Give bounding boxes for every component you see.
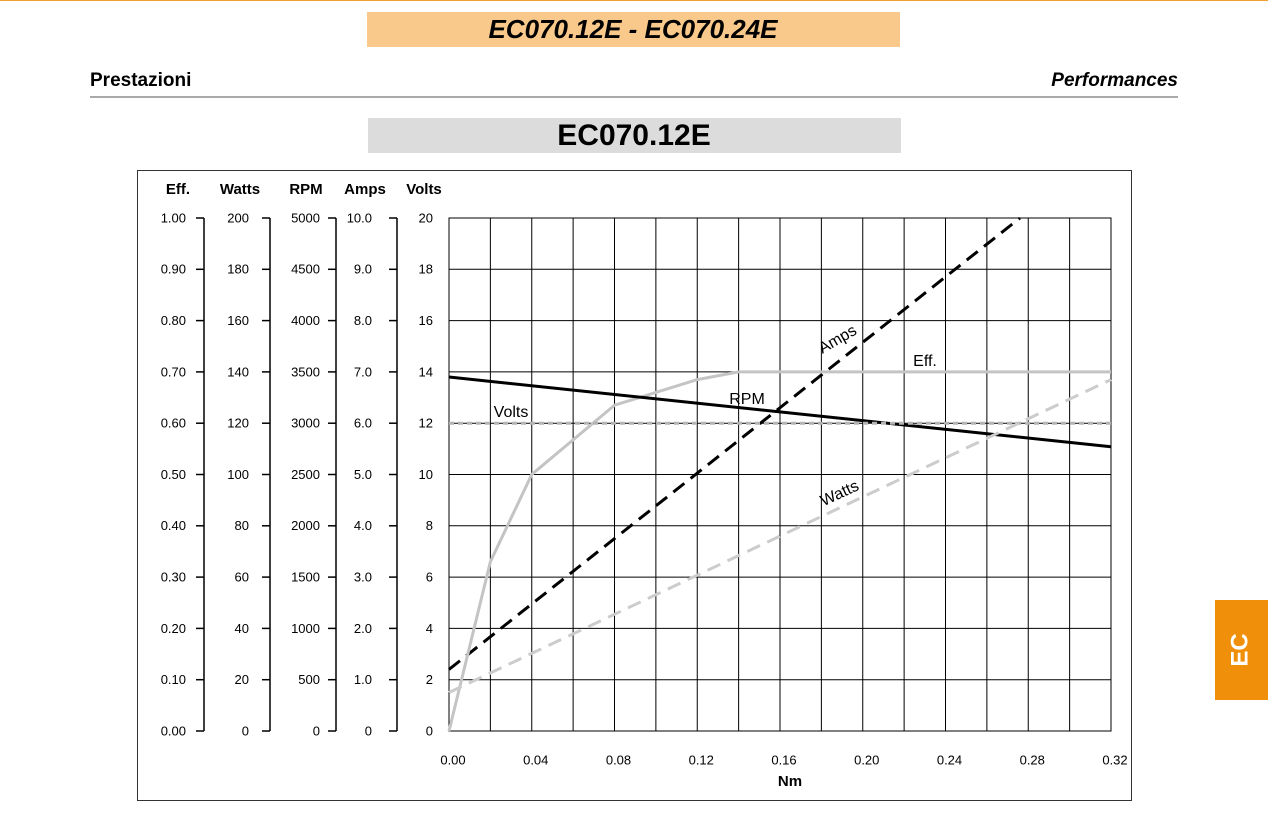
x-tick-label: 0.24 — [937, 752, 962, 767]
y-tick-label: 7.0 — [354, 364, 372, 379]
y-tick-label: 4500 — [291, 262, 320, 277]
x-tick-label: 0.20 — [854, 752, 879, 767]
y-tick-label: 80 — [235, 518, 249, 533]
page-title: EC070.12E - EC070.24E — [488, 14, 778, 44]
y-tick-label: 0.20 — [161, 621, 186, 636]
y-tick-label: 0.10 — [161, 672, 186, 687]
y-tick-label: 9.0 — [354, 262, 372, 277]
y-tick-label: 6.0 — [354, 416, 372, 431]
y-tick-label: 2500 — [291, 467, 320, 482]
y-tick-label: 0 — [426, 723, 433, 738]
y-tick-label: 160 — [227, 313, 249, 328]
y-tick-label: 0 — [242, 723, 249, 738]
chart-frame — [137, 170, 1132, 801]
y-tick-label: 1000 — [291, 621, 320, 636]
y-tick-label: 4000 — [291, 313, 320, 328]
title-banner — [367, 12, 900, 47]
y-tick-label: 100 — [227, 467, 249, 482]
y-tick-label: 0.00 — [161, 723, 186, 738]
x-tick-label: 0.04 — [523, 752, 548, 767]
y-axis-header: Amps — [344, 181, 386, 198]
series-line — [448, 375, 1112, 449]
y-tick-label: 0.40 — [161, 518, 186, 533]
y-tick-label: 10 — [419, 467, 433, 482]
y-tick-label: 0.50 — [161, 467, 186, 482]
y-tick-label: 5000 — [291, 210, 320, 225]
series-line — [448, 216, 1021, 671]
y-tick-label: 0.30 — [161, 570, 186, 585]
y-tick-label: 0.80 — [161, 313, 186, 328]
y-tick-label: 0.70 — [161, 364, 186, 379]
y-axis-header: Watts — [220, 181, 260, 198]
y-tick-label: 20 — [235, 672, 249, 687]
y-tick-label: 2000 — [291, 518, 320, 533]
series-label: RPM — [729, 391, 765, 408]
y-tick-label: 6 — [426, 570, 433, 585]
x-tick-label: 0.12 — [689, 752, 714, 767]
y-axis-header: RPM — [289, 181, 322, 198]
y-tick-label: 16 — [419, 313, 433, 328]
y-tick-label: 12 — [419, 416, 433, 431]
chart-title: EC070.12E — [557, 119, 710, 152]
y-tick-label: 20 — [419, 210, 433, 225]
y-tick-label: 2.0 — [354, 621, 372, 636]
y-tick-label: 0.60 — [161, 416, 186, 431]
series-label: Watts — [818, 478, 862, 510]
y-tick-label: 10.0 — [347, 210, 372, 225]
y-tick-label: 4 — [426, 621, 433, 636]
y-tick-label: 120 — [227, 416, 249, 431]
y-tick-label: 18 — [419, 262, 433, 277]
y-tick-label: 1.0 — [354, 672, 372, 687]
x-axis-label: Nm — [778, 773, 802, 790]
y-tick-label: 5.0 — [354, 467, 372, 482]
y-tick-label: 40 — [235, 621, 249, 636]
y-axis-header: Volts — [406, 181, 442, 198]
series-line — [447, 370, 1111, 732]
y-tick-label: 1.00 — [161, 210, 186, 225]
y-axis-header: Eff. — [166, 181, 190, 198]
section-right: Performances — [1051, 70, 1178, 91]
y-tick-label: 0 — [365, 723, 372, 738]
x-tick-label: 0.16 — [771, 752, 796, 767]
y-tick-label: 500 — [298, 672, 320, 687]
section-left: Prestazioni — [90, 70, 191, 91]
side-tab-label: EC — [1226, 633, 1253, 666]
series-label: Amps — [816, 322, 860, 357]
y-tick-label: 180 — [227, 262, 249, 277]
y-tick-label: 0 — [313, 723, 320, 738]
y-tick-label: 0.90 — [161, 262, 186, 277]
x-tick-label: 0.28 — [1020, 752, 1045, 767]
y-tick-label: 60 — [235, 570, 249, 585]
y-tick-label: 8 — [426, 518, 433, 533]
x-tick-label: 0.00 — [440, 752, 465, 767]
y-tick-label: 3000 — [291, 416, 320, 431]
y-tick-label: 8.0 — [354, 313, 372, 328]
y-tick-label: 3500 — [291, 364, 320, 379]
y-tick-label: 2 — [426, 672, 433, 687]
y-tick-label: 200 — [227, 210, 249, 225]
y-tick-label: 4.0 — [354, 518, 372, 533]
series-label: Volts — [494, 404, 529, 421]
y-tick-label: 140 — [227, 364, 249, 379]
x-tick-label: 0.08 — [606, 752, 631, 767]
y-tick-label: 14 — [419, 364, 433, 379]
y-tick-label: 3.0 — [354, 570, 372, 585]
side-tab — [1215, 600, 1268, 700]
y-tick-label: 1500 — [291, 570, 320, 585]
chart-banner — [368, 118, 901, 153]
series-line — [448, 378, 1112, 694]
x-tick-label: 0.32 — [1102, 752, 1127, 767]
series-label: Eff. — [913, 353, 937, 370]
